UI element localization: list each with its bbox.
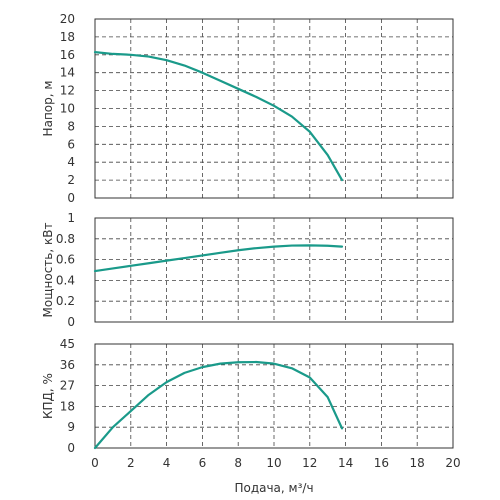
- series-line: [93, 244, 344, 273]
- y-tick-label: 0.6: [56, 253, 75, 267]
- x-axis-label: Подача, м³/ч: [234, 481, 313, 495]
- y-tick-label: 8: [67, 119, 75, 133]
- y-tick-label: 16: [60, 48, 75, 62]
- y-tick-label: 18: [60, 399, 75, 413]
- x-tick-label: 8: [234, 456, 242, 470]
- plot-frame: [94, 18, 454, 199]
- y-tick-label: 0: [67, 191, 75, 205]
- power-panel: 0 0.2 0.4 0.6 0.8 1 Мощность, кВт: [41, 211, 454, 329]
- y-tick-label: 36: [60, 358, 75, 372]
- y-tick-label: 0.8: [56, 232, 75, 246]
- x-tick-label: 2: [127, 456, 135, 470]
- series-line: [93, 51, 344, 182]
- y-tick-label: 12: [60, 84, 75, 98]
- y-axis-label: Напор, м: [41, 81, 55, 137]
- series-line: [93, 360, 344, 450]
- x-tick-label: 14: [338, 456, 353, 470]
- y-tick-label: 20: [60, 12, 75, 26]
- y-tick-label: 0: [67, 315, 75, 329]
- y-tick-label: 9: [67, 420, 75, 434]
- y-tick-label: 0: [67, 441, 75, 455]
- y-tick-label: 4: [67, 155, 75, 169]
- y-tick-label: 0.2: [56, 294, 75, 308]
- y-tick-label: 1: [67, 211, 75, 225]
- y-tick-label: 6: [67, 137, 75, 151]
- x-tick-label: 4: [163, 456, 171, 470]
- y-tick-label: 27: [60, 379, 75, 393]
- y-tick-label: 2: [67, 173, 75, 187]
- head-panel: 0 2 4 6 8 10 12 14 16 18 20 Напор, м: [41, 12, 454, 205]
- x-tick-label: 12: [302, 456, 317, 470]
- y-tick-label: 0.4: [56, 273, 75, 287]
- x-tick-label: 0: [91, 456, 99, 470]
- y-tick-label: 10: [60, 102, 75, 116]
- y-axis-label: Мощность, кВт: [41, 223, 55, 318]
- efficiency-panel: 0 9 18 27 36 45 КПД, % 0 2 4 6 8 10 12 14 16 18 20 Подача,…: [41, 337, 461, 495]
- plot-frame: [94, 343, 454, 449]
- x-tick-label: 6: [199, 456, 207, 470]
- x-tick-label: 10: [266, 456, 281, 470]
- y-tick-label: 18: [60, 30, 75, 44]
- y-tick-label: 45: [60, 337, 75, 351]
- y-tick-label: 14: [60, 66, 75, 80]
- x-tick-label: 18: [410, 456, 425, 470]
- x-tick-label: 20: [445, 456, 460, 470]
- x-tick-label: 16: [374, 456, 389, 470]
- y-axis-label: КПД, %: [41, 373, 55, 419]
